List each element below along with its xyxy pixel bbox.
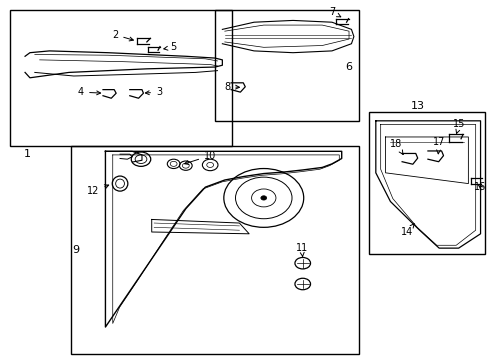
Text: 13: 13 xyxy=(410,102,425,112)
Text: 9: 9 xyxy=(73,245,80,255)
Text: 17: 17 xyxy=(432,138,445,154)
Bar xyxy=(368,112,485,253)
Text: 3: 3 xyxy=(145,87,162,97)
Text: 12: 12 xyxy=(87,185,108,197)
Bar xyxy=(215,10,358,121)
Text: 11: 11 xyxy=(295,243,307,256)
Text: 14: 14 xyxy=(401,224,413,237)
Text: 2: 2 xyxy=(112,30,133,41)
Text: 8: 8 xyxy=(224,82,239,92)
Circle shape xyxy=(260,196,266,200)
Text: 16: 16 xyxy=(473,182,486,192)
Text: 1: 1 xyxy=(24,149,31,159)
Bar xyxy=(71,146,358,354)
Text: 10: 10 xyxy=(184,150,216,165)
Bar xyxy=(10,10,232,146)
Text: 15: 15 xyxy=(452,120,465,134)
Text: 5: 5 xyxy=(163,42,176,52)
Text: 18: 18 xyxy=(389,139,402,154)
Text: 4: 4 xyxy=(78,87,101,97)
Text: 7: 7 xyxy=(328,7,340,17)
Text: 6: 6 xyxy=(345,62,352,72)
